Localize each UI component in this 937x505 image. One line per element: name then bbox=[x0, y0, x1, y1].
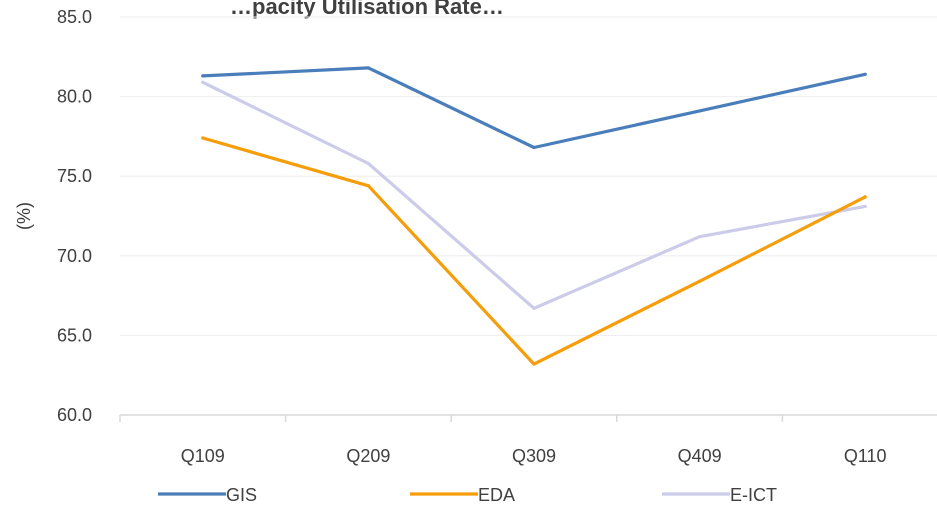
y-tick-label: 75.0 bbox=[57, 166, 92, 186]
data-point-e-ict bbox=[366, 161, 370, 166]
y-tick-label: 80.0 bbox=[57, 87, 92, 107]
y-axis-ticks: 60.0 65.0 70.0 75.0 80.0 85.0 bbox=[57, 7, 92, 425]
data-point-e-ict bbox=[863, 204, 867, 209]
y-tick-label: 85.0 bbox=[57, 7, 92, 27]
data-point-gis bbox=[532, 145, 536, 150]
x-tick-label: Q209 bbox=[346, 446, 390, 466]
legend-label-e-ict: E-ICT bbox=[730, 485, 777, 505]
data-point-e-ict bbox=[201, 80, 205, 84]
data-point-gis bbox=[863, 72, 867, 76]
y-tick-label: 70.0 bbox=[57, 246, 92, 266]
x-tick-label: Q409 bbox=[678, 446, 722, 466]
gridlines bbox=[120, 16, 937, 336]
series-line-gis bbox=[201, 66, 867, 150]
data-point-e-ict bbox=[532, 306, 536, 310]
series-line-eda bbox=[201, 136, 867, 366]
x-tick-label: Q109 bbox=[181, 446, 225, 466]
y-tick-label: 60.0 bbox=[57, 405, 92, 425]
data-point-e-ict bbox=[698, 235, 702, 239]
x-axis-ticks: Q109 Q209 Q309 Q409 Q110 bbox=[119, 415, 887, 466]
data-point-gis bbox=[201, 74, 205, 78]
data-point-eda bbox=[366, 184, 370, 188]
data-point-eda bbox=[201, 136, 205, 140]
data-point-eda bbox=[532, 362, 536, 366]
series-lines bbox=[201, 66, 867, 366]
data-point-gis bbox=[366, 66, 370, 70]
y-axis-label: (%) bbox=[14, 202, 34, 230]
legend: GIS EDA E-ICT bbox=[158, 485, 777, 505]
legend-label-eda: EDA bbox=[478, 485, 515, 505]
data-point-eda bbox=[698, 279, 702, 283]
data-point-gis bbox=[698, 109, 702, 113]
y-tick-label: 65.0 bbox=[57, 325, 92, 345]
chart-title: …pacity Utilisation Rate… bbox=[230, 0, 504, 19]
x-tick-label: Q110 bbox=[844, 446, 887, 466]
data-point-eda bbox=[863, 195, 867, 199]
x-tick-label: Q309 bbox=[512, 446, 556, 466]
series-line-e-ict bbox=[201, 80, 867, 310]
legend-label-gis: GIS bbox=[226, 485, 257, 505]
